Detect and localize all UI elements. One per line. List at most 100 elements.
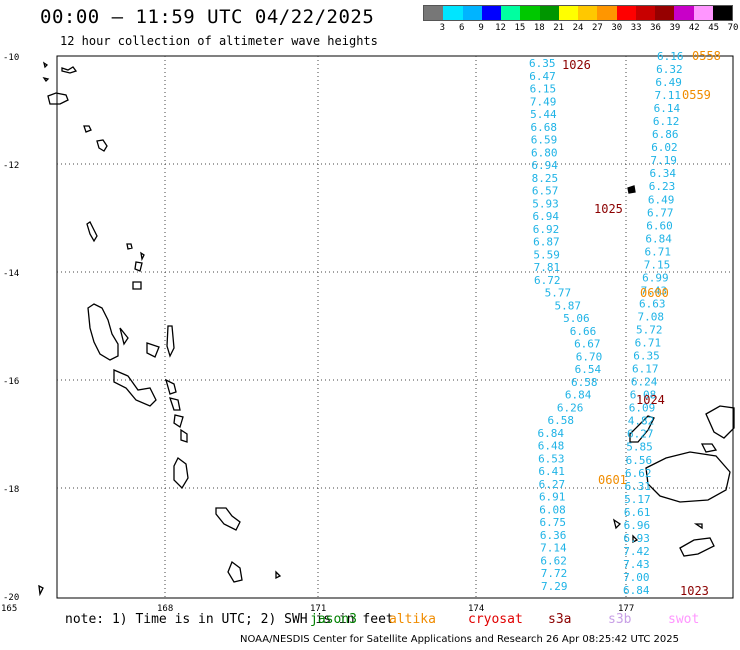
color-scale-label: 15 bbox=[514, 23, 526, 33]
latitude-label: -20 bbox=[3, 593, 19, 603]
island bbox=[645, 451, 731, 503]
swh-value: 7.19 bbox=[650, 154, 677, 167]
color-scale-swatch bbox=[481, 6, 501, 20]
island bbox=[86, 221, 98, 243]
swh-value: 7.14 bbox=[540, 542, 567, 555]
time-label-descending: 1023 bbox=[680, 584, 709, 598]
time-label-ascending: 0559 bbox=[682, 88, 711, 102]
color-scale-swatch bbox=[443, 6, 463, 20]
coastlines bbox=[38, 61, 735, 597]
swh-value: 6.08 bbox=[539, 503, 566, 516]
color-scale-label: 30 bbox=[611, 23, 623, 33]
swh-value: 6.72 bbox=[534, 274, 561, 287]
island bbox=[47, 92, 69, 105]
color-scale-label: 36 bbox=[650, 23, 661, 33]
swh-value: 6.94 bbox=[533, 210, 560, 223]
color-scale-bar bbox=[423, 5, 733, 21]
latitude-label: -10 bbox=[3, 53, 19, 63]
longitude-label: 177 bbox=[618, 604, 634, 614]
color-scale-label: 24 bbox=[572, 23, 584, 33]
swh-value: 7.49 bbox=[530, 95, 557, 108]
swh-value: 6.31 bbox=[625, 480, 652, 493]
swh-value: 5.93 bbox=[532, 197, 559, 210]
longitude-label: 165 bbox=[1, 604, 17, 614]
color-scale-swatch bbox=[424, 6, 444, 20]
swh-value: 6.24 bbox=[631, 376, 658, 389]
island bbox=[215, 507, 241, 531]
swh-value: 6.48 bbox=[538, 440, 565, 453]
swh-value: 6.56 bbox=[626, 454, 653, 467]
color-scale-swatch bbox=[578, 6, 598, 20]
island bbox=[164, 378, 188, 443]
swh-value: 5.87 bbox=[555, 299, 582, 312]
island bbox=[612, 518, 715, 557]
color-scale-swatch bbox=[558, 6, 578, 20]
swh-value: 6.41 bbox=[538, 465, 565, 478]
swh-value: 6.57 bbox=[532, 185, 559, 198]
swh-value: 6.71 bbox=[635, 337, 662, 350]
swh-value: 8.25 bbox=[532, 172, 559, 185]
island bbox=[87, 303, 119, 361]
swh-value: 5.06 bbox=[563, 312, 590, 325]
swh-value: 6.68 bbox=[530, 121, 557, 134]
island bbox=[629, 415, 655, 443]
swh-value: 6.93 bbox=[623, 532, 650, 545]
swh-value: 7.11 bbox=[655, 89, 682, 102]
color-scale-swatch bbox=[462, 6, 482, 20]
swh-value: 6.61 bbox=[624, 506, 651, 519]
color-scale-label: 70 bbox=[727, 23, 739, 33]
swh-value: 6.26 bbox=[557, 401, 584, 414]
latitude-label: -14 bbox=[3, 269, 19, 279]
swh-value: 6.35 bbox=[529, 57, 556, 70]
color-scale-swatch bbox=[693, 6, 713, 20]
time-label-ascending: 0601 bbox=[598, 473, 627, 487]
latitude-label: -12 bbox=[3, 161, 19, 171]
swh-value: 6.53 bbox=[538, 452, 565, 465]
swh-value: 6.23 bbox=[649, 180, 676, 193]
swh-value: 7.42 bbox=[623, 545, 650, 558]
satellite-legend-item: s3b bbox=[608, 612, 632, 627]
swh-value: 5.77 bbox=[545, 287, 572, 300]
swh-value: 6.91 bbox=[539, 491, 566, 504]
island bbox=[42, 61, 78, 83]
satellite-legend-item: jason3 bbox=[310, 612, 357, 627]
map-frame bbox=[56, 55, 734, 599]
swh-value: 6.63 bbox=[639, 297, 666, 310]
swh-value: 5.17 bbox=[624, 493, 651, 506]
satellite-legend-item: swot bbox=[668, 612, 700, 627]
swh-value: 6.08 bbox=[630, 389, 657, 402]
color-scale-swatch bbox=[501, 6, 521, 20]
swh-value: 6.34 bbox=[650, 167, 677, 180]
swh-value: 7.00 bbox=[623, 571, 650, 584]
swh-value: 7.43 bbox=[623, 558, 650, 571]
longitude-label: 168 bbox=[157, 604, 173, 614]
longitude-label: 171 bbox=[310, 604, 326, 614]
color-scale-swatch bbox=[635, 6, 655, 20]
swh-value: 6.86 bbox=[652, 128, 679, 141]
footer-credit: NOAA/NESDIS Center for Satellite Applica… bbox=[240, 634, 679, 645]
swh-value: 6.62 bbox=[540, 554, 567, 567]
swh-value: 6.92 bbox=[533, 223, 560, 236]
satellite-legend-item: altika bbox=[389, 612, 436, 627]
swh-value: 6.49 bbox=[648, 193, 675, 206]
island bbox=[173, 457, 189, 490]
swh-value: 7.81 bbox=[534, 261, 561, 274]
swh-value: 7.15 bbox=[644, 258, 671, 271]
swh-value: 6.87 bbox=[533, 236, 560, 249]
color-scale-label: 45 bbox=[708, 23, 720, 33]
map-title: 00:00 – 11:59 UTC 04/22/2025 bbox=[40, 6, 375, 28]
time-label-ascending: 0558 bbox=[692, 49, 721, 63]
time-label-descending: 1026 bbox=[562, 58, 591, 72]
color-scale-label: 27 bbox=[591, 23, 603, 33]
swh-value: 6.62 bbox=[625, 467, 652, 480]
swh-value: 6.84 bbox=[645, 232, 672, 245]
swh-value: 6.75 bbox=[540, 516, 567, 529]
satellite-legend-item: cryosat bbox=[468, 612, 523, 627]
swh-value: 5.59 bbox=[533, 248, 560, 261]
swh-value: 6.35 bbox=[633, 350, 660, 363]
color-scale-label: 3 bbox=[439, 23, 446, 33]
color-scale-swatch bbox=[674, 6, 694, 20]
